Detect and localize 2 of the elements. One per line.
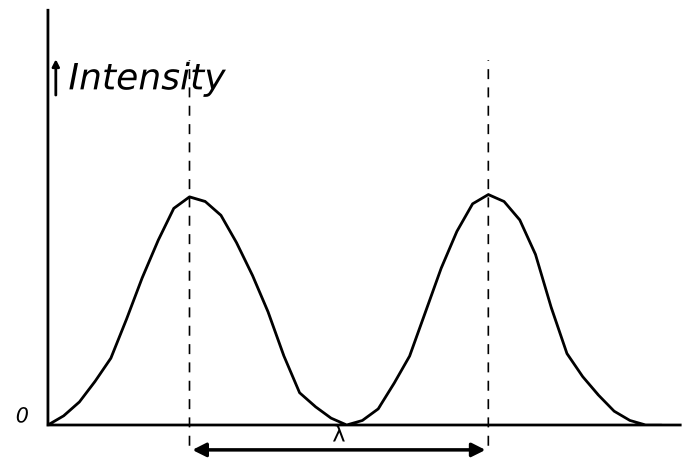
y-axis-title: Intensity: [69, 62, 226, 97]
text: 0: [16, 407, 28, 423]
